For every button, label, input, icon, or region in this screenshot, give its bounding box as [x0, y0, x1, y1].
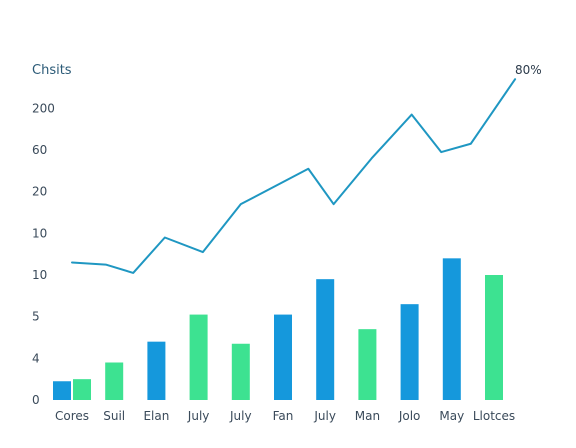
- bar: [485, 275, 503, 400]
- y-axis-ticks: 0 4 5 10 10 20 60 200: [32, 101, 55, 407]
- y-tick-label: 5: [32, 310, 40, 324]
- bar: [53, 381, 71, 400]
- bar: [231, 343, 250, 400]
- x-tick-label: May: [439, 409, 464, 423]
- bar: [274, 314, 292, 400]
- x-tick-label: Llotces: [473, 409, 515, 423]
- x-tick-label: Fan: [273, 409, 294, 423]
- bar: [358, 329, 377, 400]
- bar: [105, 362, 124, 400]
- bar: [147, 341, 166, 400]
- y-tick-label: 4: [32, 351, 40, 365]
- line-series: [71, 78, 517, 274]
- x-tick-label: Elan: [143, 409, 169, 423]
- x-tick-label: Cores: [55, 409, 89, 423]
- bar: [189, 314, 208, 400]
- x-tick-label: July: [313, 409, 336, 423]
- x-tick-label: July: [229, 409, 252, 423]
- x-tick-label: Suil: [103, 409, 125, 423]
- x-tick-label: Man: [355, 409, 380, 423]
- y-tick-label: 200: [32, 101, 55, 115]
- x-tick-label: Jolo: [398, 409, 421, 423]
- y-tick-label: 10: [32, 226, 47, 240]
- bar: [73, 379, 91, 400]
- y-tick-label: 0: [32, 393, 40, 407]
- x-axis-labels: Cores Suil Elan July July Fan July Man Jolo May Ll…: [55, 409, 515, 423]
- bar: [442, 258, 461, 400]
- chart-title: Chsits: [32, 63, 72, 78]
- line-end-annotation: 80%: [515, 63, 542, 77]
- y-tick-label: 10: [32, 268, 47, 282]
- bar: [316, 279, 335, 400]
- bar: [400, 304, 419, 400]
- y-tick-label: 60: [32, 143, 47, 157]
- y-tick-label: 20: [32, 185, 47, 199]
- bar-series: [53, 258, 503, 400]
- x-tick-label: July: [187, 409, 210, 423]
